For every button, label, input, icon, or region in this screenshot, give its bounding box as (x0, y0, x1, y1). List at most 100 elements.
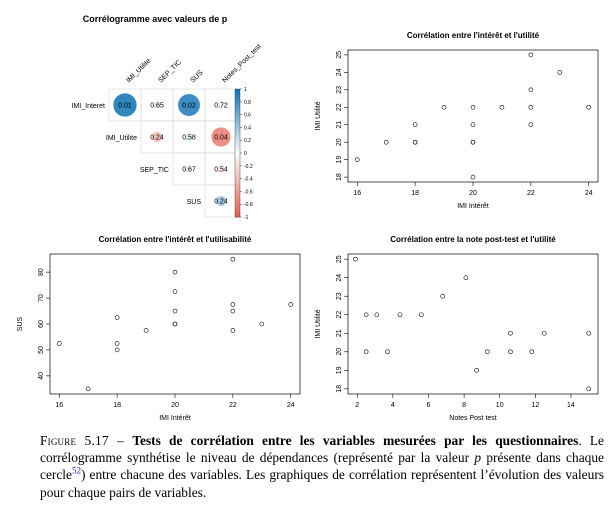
colorbar-segment (235, 140, 240, 144)
colorbar-segment (235, 127, 240, 131)
data-point (541, 330, 547, 336)
p-value-label: 0.58 (182, 135, 196, 142)
x-axis-label: IMI Intérêt (159, 415, 191, 422)
data-point (172, 321, 178, 327)
data-point (470, 174, 476, 180)
data-point (374, 312, 380, 318)
x-tick-label: 20 (469, 190, 477, 197)
p-value-label: 0.04 (214, 135, 228, 142)
colorbar-segment (235, 197, 240, 202)
data-point (586, 330, 592, 336)
data-point (383, 139, 389, 145)
x-tick-label: 10 (496, 402, 504, 409)
y-tick-label: 25 (336, 255, 343, 263)
x-tick-label: 18 (113, 402, 121, 409)
data-point (288, 302, 294, 307)
data-point (412, 139, 418, 145)
colorbar-segment (235, 108, 240, 112)
caption-title: Tests de corrélation entre les variables… (132, 433, 579, 448)
y-tick-label: 20 (336, 348, 343, 356)
y-tick-label: 18 (336, 385, 343, 393)
x-tick-label: 8 (462, 402, 466, 409)
data-point (397, 312, 403, 318)
corr-circle (152, 100, 162, 110)
data-point (385, 349, 390, 355)
x-tick-label: 4 (391, 402, 395, 409)
colorbar-tick-label: -0.6 (244, 189, 253, 195)
data-point (412, 122, 418, 128)
data-point (353, 256, 358, 262)
y-tick-label: 60 (38, 320, 45, 328)
data-point (586, 386, 592, 392)
colorbar-segment (235, 111, 240, 115)
colorbar-segment (235, 124, 240, 128)
colorbar-tick-label: 0.2 (244, 138, 251, 144)
p-value-label: 0.54 (214, 167, 228, 174)
colorbar-tick-label: -0.4 (244, 177, 253, 183)
caption-text-1: . Le corrélogramme synthétise le niveau … (40, 433, 605, 466)
colorbar-segment (235, 159, 240, 163)
footnote-ref[interactable]: 52 (71, 465, 81, 476)
caption-text-2: présente dans chaque cercle (40, 450, 604, 483)
data-point (419, 312, 424, 318)
plot-frame (347, 49, 599, 183)
colorbar-segment (235, 95, 240, 99)
corr-circle (216, 164, 226, 174)
x-tick-label: 20 (171, 402, 179, 409)
chart-title: Corrélation entre la note post-test et l… (390, 235, 556, 244)
colorbar-segment (235, 188, 240, 192)
colorbar-segment (235, 101, 240, 106)
colorbar-segment (235, 194, 240, 199)
data-point (259, 321, 265, 327)
chart-title: Corrélation entre l'intérêt et l'utilité (407, 31, 540, 40)
scatter-interet-utilisabilite: Corrélation entre l'intérêt et l'utilisa… (17, 235, 301, 422)
data-point (172, 289, 178, 294)
x-tick-label: 18 (411, 190, 419, 197)
colorbar-segment (235, 153, 240, 157)
corr-circle (177, 93, 201, 117)
data-point (470, 104, 476, 110)
y-tick-label: 25 (336, 51, 343, 59)
data-point (463, 275, 469, 281)
y-tick-label: 21 (336, 329, 343, 337)
data-point (528, 104, 534, 110)
colorbar-segment (235, 201, 240, 205)
p-value-label: 0.01 (118, 103, 132, 110)
colorbar-segment (235, 143, 240, 147)
colorbar-segment (235, 146, 240, 151)
colorbar-segment (235, 137, 240, 141)
p-value-label: 0.72 (214, 103, 228, 110)
data-point (114, 347, 120, 353)
y-tick-label: 23 (336, 292, 343, 300)
colorbar-segment (235, 149, 240, 154)
data-point (528, 122, 534, 128)
colorbar-segment (235, 178, 240, 183)
correlogram-chart: Corrélogramme avec valeurs de p IMI_Util… (72, 14, 263, 221)
data-point (85, 386, 91, 392)
row-label: IMI_Utilite (106, 135, 137, 142)
data-point (114, 315, 120, 320)
x-tick-label: 16 (55, 402, 63, 409)
data-point (230, 256, 236, 262)
data-point (470, 122, 476, 128)
data-point (143, 328, 149, 333)
x-tick-label: 24 (585, 190, 593, 197)
x-axis-label: IMI Intérêt (457, 203, 489, 210)
corr-circle (210, 126, 232, 148)
colorbar-tick-label: 0 (244, 151, 247, 157)
data-point (114, 341, 120, 346)
data-point (586, 104, 592, 110)
x-axis-label: Notes Post test (449, 415, 497, 422)
caption-p-symbol: p (474, 450, 482, 466)
row-label: SEP_TIC (140, 167, 169, 174)
y-tick-label: 80 (38, 268, 45, 276)
y-tick-label: 22 (336, 311, 343, 319)
data-point (528, 87, 534, 93)
x-tick-label: 22 (229, 402, 237, 409)
data-point (484, 349, 490, 355)
figure-caption: Figure 5.17 – Tests de corrélation entre… (40, 432, 604, 501)
x-tick-label: 22 (527, 190, 535, 197)
colorbar-segment (235, 98, 240, 103)
data-point (354, 157, 360, 162)
p-value-label: 0.65 (150, 103, 164, 110)
